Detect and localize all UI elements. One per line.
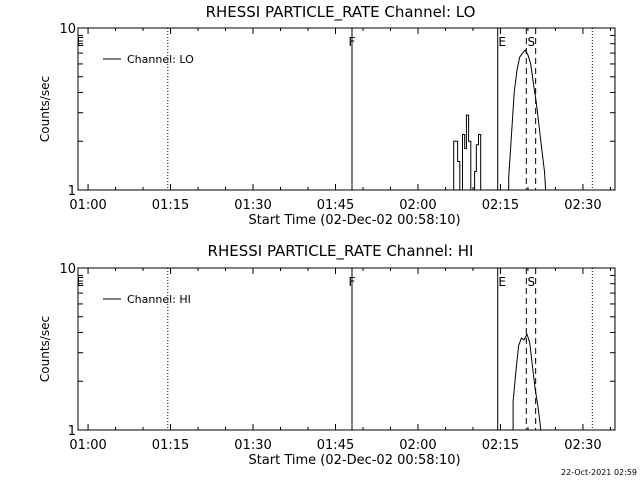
x-tick-label: 02:00 — [399, 438, 436, 453]
x-axis-label: Start Time (02-Dec-02 00:58:10) — [248, 213, 460, 228]
legend-label: Channel: HI — [127, 293, 191, 306]
event-marker-label: E — [77, 275, 85, 289]
series-line — [512, 332, 542, 431]
series-line — [508, 49, 547, 191]
x-tick-label: 01:30 — [234, 198, 271, 213]
plot-frame — [77, 267, 616, 431]
event-marker-label: E — [77, 35, 85, 49]
y-tick-label: 10 — [59, 262, 76, 277]
x-tick-label: 02:30 — [564, 198, 601, 213]
event-marker-label: E — [498, 35, 506, 49]
y-tick-label: 10 — [59, 22, 76, 37]
x-tick-label: 02:00 — [399, 198, 436, 213]
y-axis-label: Counts/sec — [38, 316, 52, 382]
footer-timestamp: 22-Oct-2021 02:59 — [561, 468, 637, 477]
x-tick-label: 01:30 — [234, 438, 271, 453]
x-tick-label: 02:15 — [482, 198, 519, 213]
y-axis-label: Counts/sec — [38, 76, 52, 142]
series-line — [453, 114, 472, 191]
chart-title: RHESSI PARTICLE_RATE Channel: HI — [208, 242, 474, 261]
x-tick-label: 01:00 — [69, 438, 106, 453]
x-tick-label: 01:45 — [317, 198, 354, 213]
event-marker-label: E — [498, 275, 506, 289]
x-axis-label: Start Time (02-Dec-02 00:58:10) — [248, 453, 460, 468]
x-tick-label: 01:15 — [152, 438, 189, 453]
event-marker-label: F — [349, 275, 356, 289]
event-marker-label: S — [527, 35, 535, 49]
y-tick-label: 1 — [68, 184, 76, 199]
event-marker-label: F — [349, 35, 356, 49]
x-tick-label: 02:15 — [482, 438, 519, 453]
series-line — [474, 134, 482, 190]
event-marker-label: S — [527, 275, 535, 289]
x-tick-label: 01:15 — [152, 198, 189, 213]
y-tick-label: 1 — [68, 424, 76, 439]
chart-title: RHESSI PARTICLE_RATE Channel: LO — [206, 3, 476, 22]
x-tick-label: 01:00 — [69, 198, 106, 213]
x-tick-label: 01:45 — [317, 438, 354, 453]
legend-label: Channel: LO — [127, 53, 194, 66]
x-tick-label: 02:30 — [564, 438, 601, 453]
plot-frame — [77, 27, 616, 191]
